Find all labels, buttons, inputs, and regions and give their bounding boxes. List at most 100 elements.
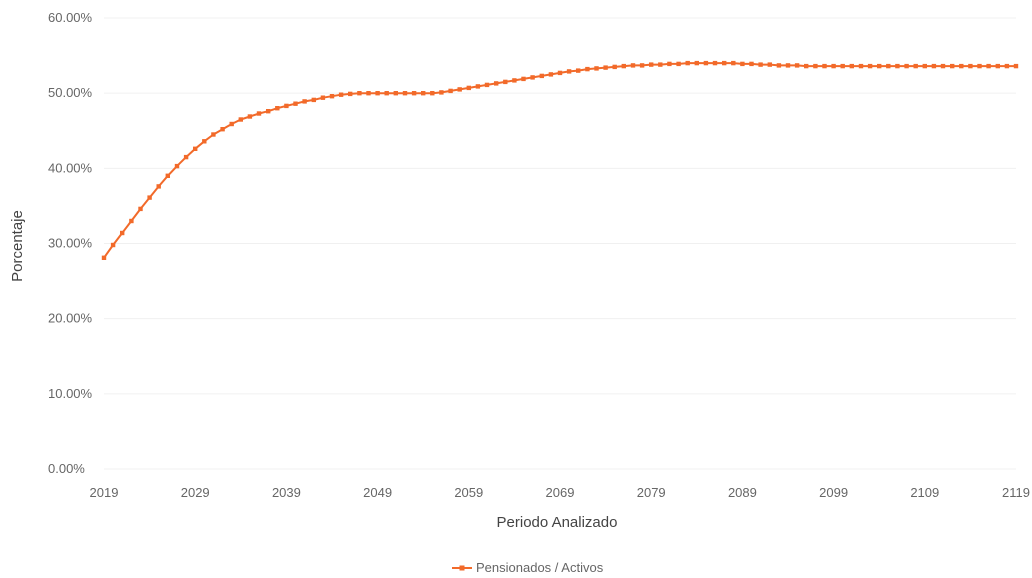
data-point xyxy=(758,62,763,67)
data-point xyxy=(448,88,453,94)
data-point xyxy=(320,95,326,100)
data-point xyxy=(740,61,745,67)
data-point xyxy=(986,63,991,69)
data-point xyxy=(995,63,1000,69)
data-point xyxy=(813,63,818,69)
data-point xyxy=(266,109,271,114)
data-point xyxy=(822,63,827,69)
y-tick-label: 50.00% xyxy=(48,85,93,100)
data-point xyxy=(776,63,782,68)
data-point xyxy=(539,73,544,79)
data-point xyxy=(767,62,772,67)
data-point xyxy=(421,91,426,96)
x-tick-label: 2079 xyxy=(637,485,666,500)
data-point xyxy=(831,63,836,69)
x-tick-label: 2019 xyxy=(90,485,119,500)
y-tick-label: 20.00% xyxy=(48,311,93,326)
data-point xyxy=(521,76,526,82)
data-point xyxy=(494,81,499,86)
data-point xyxy=(503,79,508,85)
data-point xyxy=(867,63,873,69)
data-point xyxy=(667,61,672,67)
data-point xyxy=(302,99,307,104)
data-point xyxy=(950,63,955,69)
y-tick-label: 0.00% xyxy=(48,461,85,476)
data-point xyxy=(968,63,973,69)
data-point xyxy=(202,139,207,144)
data-point xyxy=(247,114,253,119)
data-point xyxy=(156,184,161,189)
x-axis-ticks: 2019 2029 2039 2049 2059 2069 2079 2089 2099 2109… xyxy=(90,485,1030,500)
data-point xyxy=(402,91,408,96)
y-axis-title: Porcentaje xyxy=(9,210,26,282)
data-point xyxy=(977,63,982,69)
data-point xyxy=(576,68,581,73)
data-point xyxy=(411,91,417,96)
data-point xyxy=(694,60,699,66)
data-point xyxy=(165,173,170,178)
y-axis-ticks: 0.00% 10.00% 20.00% 30.00% 40.00% 50.00% 60.00… xyxy=(48,10,93,476)
data-point xyxy=(512,78,517,83)
data-point xyxy=(940,63,946,69)
data-point xyxy=(722,60,727,66)
data-point xyxy=(566,69,572,74)
data-point xyxy=(466,85,471,91)
data-point xyxy=(457,87,462,92)
x-tick-label: 2029 xyxy=(181,485,210,500)
data-point xyxy=(338,92,344,97)
data-point xyxy=(603,65,608,70)
x-tick-label: 2119 xyxy=(1002,485,1030,500)
data-point xyxy=(475,84,481,89)
x-tick-label: 2049 xyxy=(363,485,392,500)
gridlines xyxy=(104,17,1016,470)
data-point xyxy=(639,63,645,68)
legend-label: Pensionados / Activos xyxy=(476,560,604,575)
y-tick-label: 60.00% xyxy=(48,10,93,25)
data-point xyxy=(931,63,937,69)
data-point xyxy=(357,91,362,96)
data-point xyxy=(1013,63,1019,69)
data-point xyxy=(311,97,316,103)
x-tick-label: 2069 xyxy=(546,485,575,500)
data-point xyxy=(129,218,134,224)
data-point xyxy=(649,62,654,67)
data-point xyxy=(375,91,380,96)
data-point xyxy=(630,63,636,68)
x-tick-label: 2089 xyxy=(728,485,757,500)
data-point xyxy=(275,106,280,111)
data-point xyxy=(557,70,563,76)
data-point xyxy=(211,132,216,137)
series-line xyxy=(103,62,1016,259)
data-point xyxy=(895,63,900,69)
y-tick-label: 40.00% xyxy=(48,160,93,175)
data-point xyxy=(147,195,152,200)
data-point xyxy=(749,61,754,67)
data-point xyxy=(858,63,864,69)
data-point xyxy=(366,91,371,96)
data-point xyxy=(959,63,964,69)
data-point xyxy=(794,63,800,68)
data-point xyxy=(174,163,180,169)
legend-marker-swatch xyxy=(459,565,465,571)
data-point xyxy=(877,63,882,69)
data-point xyxy=(384,91,389,96)
data-point xyxy=(703,60,709,66)
legend: Pensionados / Activos xyxy=(452,560,604,575)
data-point xyxy=(329,94,335,99)
x-axis-title: Periodo Analizado xyxy=(497,514,618,531)
data-point xyxy=(220,127,225,132)
data-point xyxy=(585,66,590,72)
data-point xyxy=(193,146,198,151)
data-point xyxy=(849,63,854,69)
data-point xyxy=(284,103,289,109)
y-tick-label: 10.00% xyxy=(48,386,93,401)
data-point xyxy=(138,206,143,212)
data-point xyxy=(712,60,718,66)
data-point xyxy=(548,72,554,77)
data-point xyxy=(430,91,435,96)
y-tick-label: 30.00% xyxy=(48,236,93,251)
data-point xyxy=(658,62,663,67)
data-point xyxy=(840,63,845,69)
series-layer xyxy=(101,60,1019,260)
